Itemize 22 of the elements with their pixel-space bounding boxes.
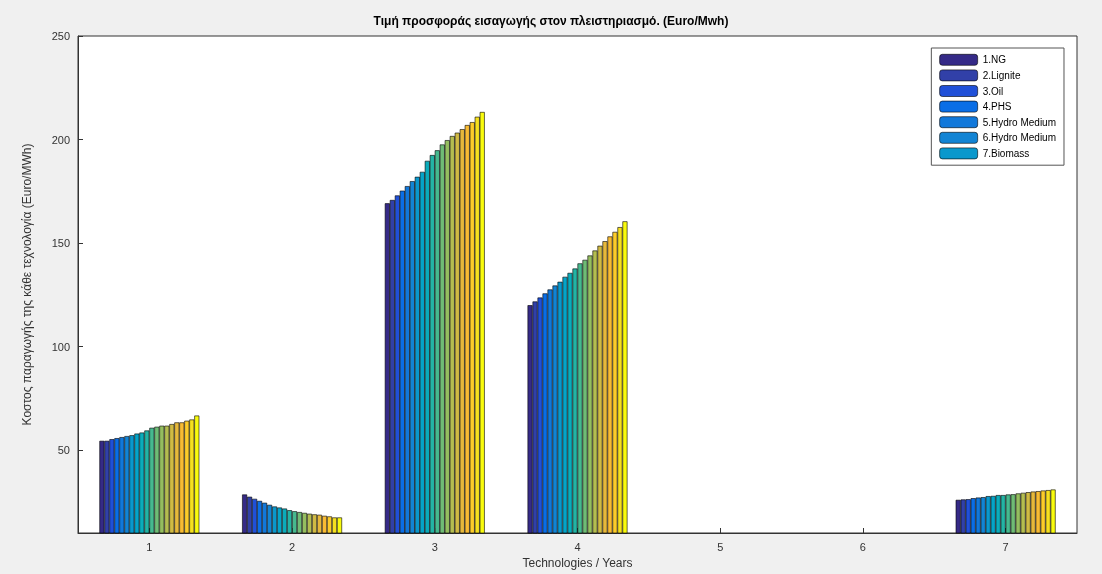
x-tick-label: 4 — [574, 540, 581, 553]
chart-title: Τιμή προσφοράς εισαγωγής στον πλειστηριασμό. (Euro/Mwh) — [373, 14, 729, 28]
x-axis-title: Technologies / Years — [522, 556, 633, 570]
x-tick-label: 6 — [859, 540, 866, 553]
y-tick-label: 100 — [51, 340, 70, 353]
y-tick-label: 50 — [57, 444, 70, 457]
legend-label: 6.Hydro Medium — [982, 132, 1056, 144]
legend-label: 5.Hydro Medium — [982, 116, 1056, 128]
x-tick-label: 3 — [431, 540, 438, 553]
y-axis-title: Κοστος παραγωγής της κάθε τεχνολογία (Euro/MWh) — [20, 143, 34, 426]
x-tick-label: 7 — [1002, 540, 1009, 553]
y-tick-label: 250 — [51, 30, 70, 42]
legend-label: 3.Oil — [982, 85, 1004, 97]
y-tick-label: 200 — [51, 133, 70, 146]
legend-label: 4.PHS — [982, 101, 1012, 113]
legend-label: 7.Biomass — [982, 147, 1030, 159]
x-tick-label: 1 — [146, 540, 153, 553]
x-tick-label: 5 — [717, 540, 724, 553]
legend-label: 2.Lignite — [982, 69, 1021, 81]
y-tick-label: 150 — [51, 237, 70, 250]
legend-label: 1.NG — [982, 54, 1007, 66]
x-tick-label: 2 — [289, 540, 296, 553]
